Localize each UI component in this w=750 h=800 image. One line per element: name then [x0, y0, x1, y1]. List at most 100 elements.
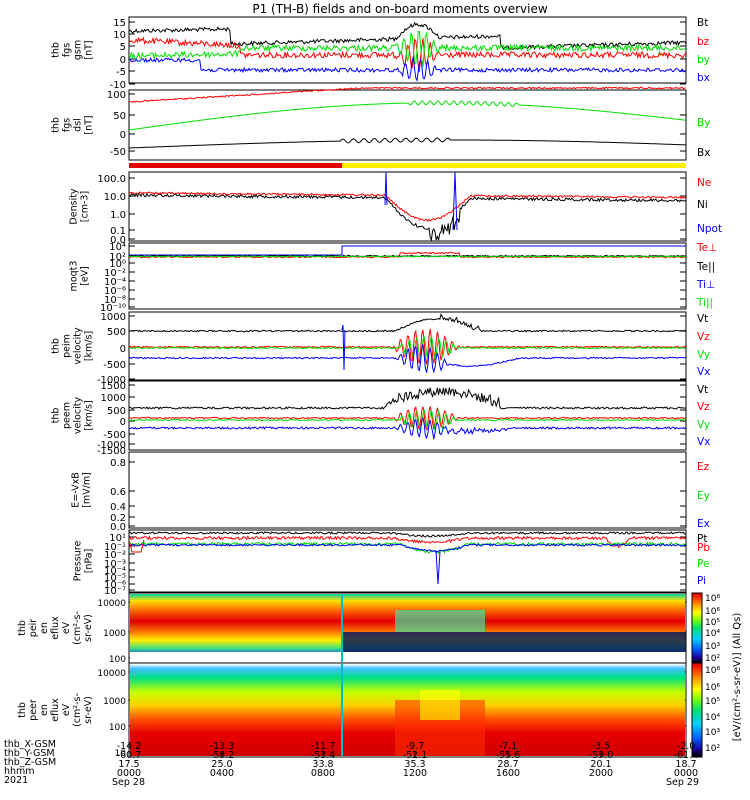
panel-frame	[128, 89, 687, 161]
panel-frame	[128, 242, 687, 310]
y-axis-label-line: [cm-3]	[80, 191, 91, 222]
y-tick-label: 10	[113, 30, 126, 41]
y-axis-label-line: thb	[17, 620, 28, 636]
x-row-label: 2021	[4, 775, 28, 786]
x-tick-label: -14.2	[117, 741, 142, 752]
y-tick-label: 0.2	[110, 513, 126, 524]
y-tick-label: -500	[103, 430, 126, 441]
y-axis-label-line: [km/s]	[84, 331, 95, 361]
pi-spike	[435, 549, 441, 585]
y-axis-label-line: [nT]	[84, 115, 95, 134]
x-tick-label: -3.5	[592, 741, 611, 752]
y-tick-label: 0.8	[110, 458, 126, 469]
legend-by: by	[697, 54, 710, 66]
colorbar-tick: 10²	[705, 744, 720, 754]
y-tick-label: 10000	[97, 599, 126, 609]
vx-elec-line	[129, 416, 686, 440]
x-tick-label: 0000	[674, 768, 698, 779]
y-axis-label-line: [eV]	[80, 266, 91, 286]
x-tick-label: 0400	[210, 768, 234, 779]
legend-Ti⊥: Ti⊥	[696, 279, 715, 291]
pe-line	[129, 541, 686, 555]
legend-Bx: Bx	[697, 147, 710, 159]
x-tick-label: 1200	[403, 768, 427, 779]
colorbar-tick: 10⁴	[705, 629, 720, 639]
bx-line	[129, 55, 686, 83]
y-tick-label: 10⁻⁵	[104, 573, 126, 584]
y-tick-label: 1000	[103, 697, 126, 707]
y-tick-label: 10⁻⁶	[104, 286, 126, 297]
y-tick-label: 0	[120, 344, 126, 355]
panel-frame	[128, 16, 687, 84]
y-axis-label-line: eflux	[50, 698, 61, 722]
y-axis-label-line: [mV/m]	[82, 472, 93, 508]
y-tick-label: 10	[115, 749, 127, 759]
npot-spike	[384, 171, 388, 206]
y-tick-label: 0.0	[110, 235, 126, 246]
ni-line	[129, 192, 686, 242]
electron-spectrogram-frame	[128, 662, 687, 758]
y-axis-label-line: E=-VxB	[71, 472, 82, 507]
y-axis-label-line: velocity	[73, 397, 84, 435]
x-tick-label: 28.7	[497, 759, 518, 770]
y-tick-label: 10¹	[109, 533, 126, 544]
y-axis-label-line: Pressure	[73, 541, 84, 582]
colorbar-tick: 10⁸	[705, 594, 720, 604]
y-tick-label: 100	[109, 655, 126, 665]
y-axis-label-line: thb	[51, 408, 62, 424]
vz-elec-line	[129, 405, 686, 431]
y-tick-label: 10⁻⁴	[104, 277, 126, 288]
pb-start	[129, 539, 145, 553]
y-axis-label-line: eV	[61, 621, 72, 634]
y-tick-label: 10⁻⁶	[104, 580, 126, 591]
y-axis-label: E=-VxB[mV/m]	[71, 472, 93, 508]
panel-7: 0.8 0.6 0.40.20.0 E=-VxB[mV/m] Ez Ey Ex	[71, 451, 710, 533]
pi-line	[129, 543, 686, 553]
legend-Ey: Ey	[697, 490, 710, 502]
npot-spike	[452, 171, 458, 231]
y-tick-label: 10.0	[104, 192, 126, 203]
y-tick-label: 5	[120, 42, 126, 53]
y-tick-label: -50	[110, 147, 126, 158]
colorbar-label: [eV/(cm²-s-sr-eV)] (All Qs)	[732, 613, 743, 742]
y-tick-label: 500	[107, 327, 126, 338]
y-tick-label: 10000	[97, 669, 126, 679]
y-tick-label: 10⁰	[109, 259, 126, 270]
y-tick-label: 100.0	[97, 174, 126, 185]
panel-frame	[128, 451, 687, 529]
vy-ion-line	[129, 334, 686, 361]
y-tick-label: 1.0	[110, 210, 126, 221]
x-tick-label: -52.1	[403, 750, 428, 761]
legend-Npot: Npot	[697, 223, 722, 235]
colorbar-tick: 10⁶	[705, 683, 720, 693]
legend-bz: bz	[697, 36, 710, 48]
y-tick-label: -1500	[97, 446, 126, 457]
ion-spectrogram-event	[395, 610, 485, 632]
legend-Pe: Pe	[697, 558, 709, 570]
y-axis-label: Pressure[nPa]	[73, 541, 95, 582]
y-axis-label-line: moqt3	[69, 261, 80, 292]
ti-par-line	[129, 255, 686, 258]
legend-Vx: Vx	[697, 436, 710, 448]
x-tick-label: 1600	[496, 768, 520, 779]
y-axis-label-line: thb	[51, 338, 62, 354]
x-row-label: thb_X-GSM	[4, 739, 56, 750]
x-tick-label: 0800	[311, 768, 335, 779]
panel-frame	[128, 529, 687, 593]
legend-Ex: Ex	[697, 518, 710, 530]
y-tick-label: 15	[113, 18, 126, 29]
y-axis-label-line: (cm²-s-	[72, 693, 83, 727]
y-axis-label: thbpeirenefluxeV(cm²-s-sr-eV)	[17, 611, 94, 645]
y-axis-label-line: fgs	[62, 118, 73, 132]
y-tick-label: 10⁻²	[104, 550, 126, 561]
bz-dsl-line	[129, 86, 686, 103]
y-tick-label: -1000	[97, 440, 126, 451]
y-axis-label: thbfgsdsl[nT]	[51, 115, 95, 134]
x-tick-label: 33.8	[312, 759, 333, 770]
y-axis-label-line: [km/s]	[84, 400, 95, 430]
bz-line	[129, 36, 686, 72]
